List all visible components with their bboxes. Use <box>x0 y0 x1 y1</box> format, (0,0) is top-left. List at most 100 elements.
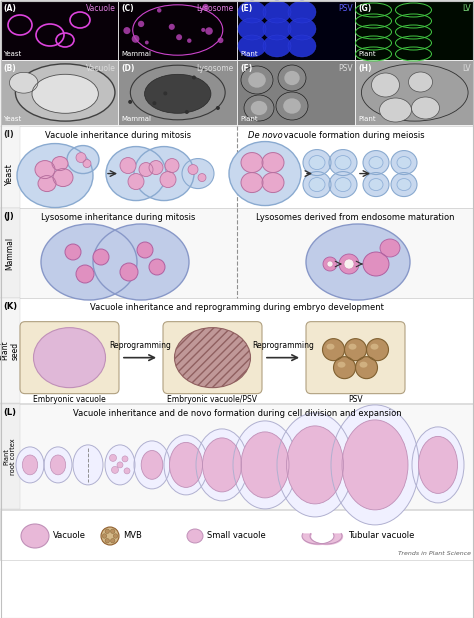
Bar <box>0 298 20 403</box>
FancyBboxPatch shape <box>306 321 405 394</box>
Ellipse shape <box>327 261 333 267</box>
Ellipse shape <box>331 405 419 525</box>
Ellipse shape <box>185 110 189 114</box>
Ellipse shape <box>165 159 179 172</box>
Ellipse shape <box>93 249 109 265</box>
Ellipse shape <box>348 344 356 350</box>
Ellipse shape <box>120 263 138 281</box>
Bar <box>0 126 474 208</box>
Ellipse shape <box>38 176 56 192</box>
Ellipse shape <box>283 98 301 114</box>
Ellipse shape <box>238 35 266 57</box>
Ellipse shape <box>369 179 383 190</box>
Ellipse shape <box>149 259 165 275</box>
Text: Vacuole inheritance during mitosis: Vacuole inheritance during mitosis <box>45 131 191 140</box>
Ellipse shape <box>145 74 211 113</box>
Ellipse shape <box>164 91 167 95</box>
Ellipse shape <box>229 142 301 206</box>
Ellipse shape <box>233 421 297 509</box>
Ellipse shape <box>263 1 291 23</box>
Text: Vacuole: Vacuole <box>86 64 116 73</box>
Ellipse shape <box>53 169 73 187</box>
Text: Lysosome: Lysosome <box>197 4 234 13</box>
Ellipse shape <box>329 150 357 176</box>
Ellipse shape <box>187 529 203 543</box>
Ellipse shape <box>110 529 115 533</box>
Ellipse shape <box>21 524 49 548</box>
Ellipse shape <box>109 454 117 462</box>
Ellipse shape <box>138 21 144 27</box>
Ellipse shape <box>122 456 128 462</box>
Text: (E): (E) <box>240 4 252 13</box>
Ellipse shape <box>339 254 359 274</box>
Ellipse shape <box>380 98 411 122</box>
Ellipse shape <box>32 74 98 113</box>
Bar <box>356 0 474 60</box>
Ellipse shape <box>137 242 153 258</box>
Ellipse shape <box>174 328 250 387</box>
Text: Small vacuole: Small vacuole <box>207 531 266 541</box>
Ellipse shape <box>187 38 191 43</box>
Ellipse shape <box>303 150 331 176</box>
Ellipse shape <box>263 18 291 40</box>
Ellipse shape <box>329 172 357 198</box>
Ellipse shape <box>397 156 411 169</box>
Ellipse shape <box>238 1 266 23</box>
Ellipse shape <box>105 445 135 485</box>
Text: Trends in Plant Science: Trends in Plant Science <box>398 551 471 556</box>
Text: (J): (J) <box>3 212 14 221</box>
Ellipse shape <box>44 447 72 483</box>
Ellipse shape <box>391 172 417 197</box>
Text: Embryonic vacuole: Embryonic vacuole <box>33 395 106 404</box>
Ellipse shape <box>303 172 331 198</box>
Text: Embryonic vacuole/PSV: Embryonic vacuole/PSV <box>167 395 257 404</box>
Ellipse shape <box>262 153 284 172</box>
Ellipse shape <box>202 4 209 10</box>
Ellipse shape <box>130 66 225 120</box>
Bar <box>0 0 118 60</box>
Ellipse shape <box>120 158 136 174</box>
Bar <box>118 60 237 125</box>
Ellipse shape <box>35 161 55 179</box>
Ellipse shape <box>335 177 351 192</box>
Text: Mammal: Mammal <box>6 237 15 269</box>
Ellipse shape <box>363 151 389 174</box>
Bar <box>356 60 474 125</box>
Ellipse shape <box>337 362 346 368</box>
Ellipse shape <box>344 259 354 269</box>
Text: LV: LV <box>462 4 471 13</box>
Bar <box>0 404 474 509</box>
Ellipse shape <box>182 159 214 188</box>
Ellipse shape <box>278 65 306 91</box>
Ellipse shape <box>17 143 93 208</box>
Ellipse shape <box>345 339 366 361</box>
Ellipse shape <box>359 362 367 368</box>
Ellipse shape <box>101 527 119 545</box>
Text: Mammal: Mammal <box>121 116 152 122</box>
Ellipse shape <box>73 445 103 485</box>
Bar <box>0 404 20 509</box>
Ellipse shape <box>322 339 345 361</box>
Bar <box>118 0 237 60</box>
Ellipse shape <box>188 164 198 174</box>
Text: (I): (I) <box>3 130 14 139</box>
Ellipse shape <box>52 156 68 171</box>
Text: Yeast: Yeast <box>3 116 21 122</box>
Ellipse shape <box>205 27 213 35</box>
Ellipse shape <box>164 435 208 495</box>
Ellipse shape <box>244 95 274 121</box>
Ellipse shape <box>83 159 91 167</box>
Ellipse shape <box>16 447 44 483</box>
Ellipse shape <box>366 339 389 361</box>
Text: (L): (L) <box>3 408 16 417</box>
Ellipse shape <box>397 179 411 190</box>
Ellipse shape <box>241 66 273 94</box>
Ellipse shape <box>176 34 182 40</box>
Bar <box>0 510 474 560</box>
Ellipse shape <box>263 35 291 57</box>
Text: Plant
root cortex: Plant root cortex <box>3 438 17 475</box>
Ellipse shape <box>241 172 263 193</box>
Ellipse shape <box>110 538 115 543</box>
Text: PSV: PSV <box>338 4 353 13</box>
Ellipse shape <box>128 174 144 190</box>
